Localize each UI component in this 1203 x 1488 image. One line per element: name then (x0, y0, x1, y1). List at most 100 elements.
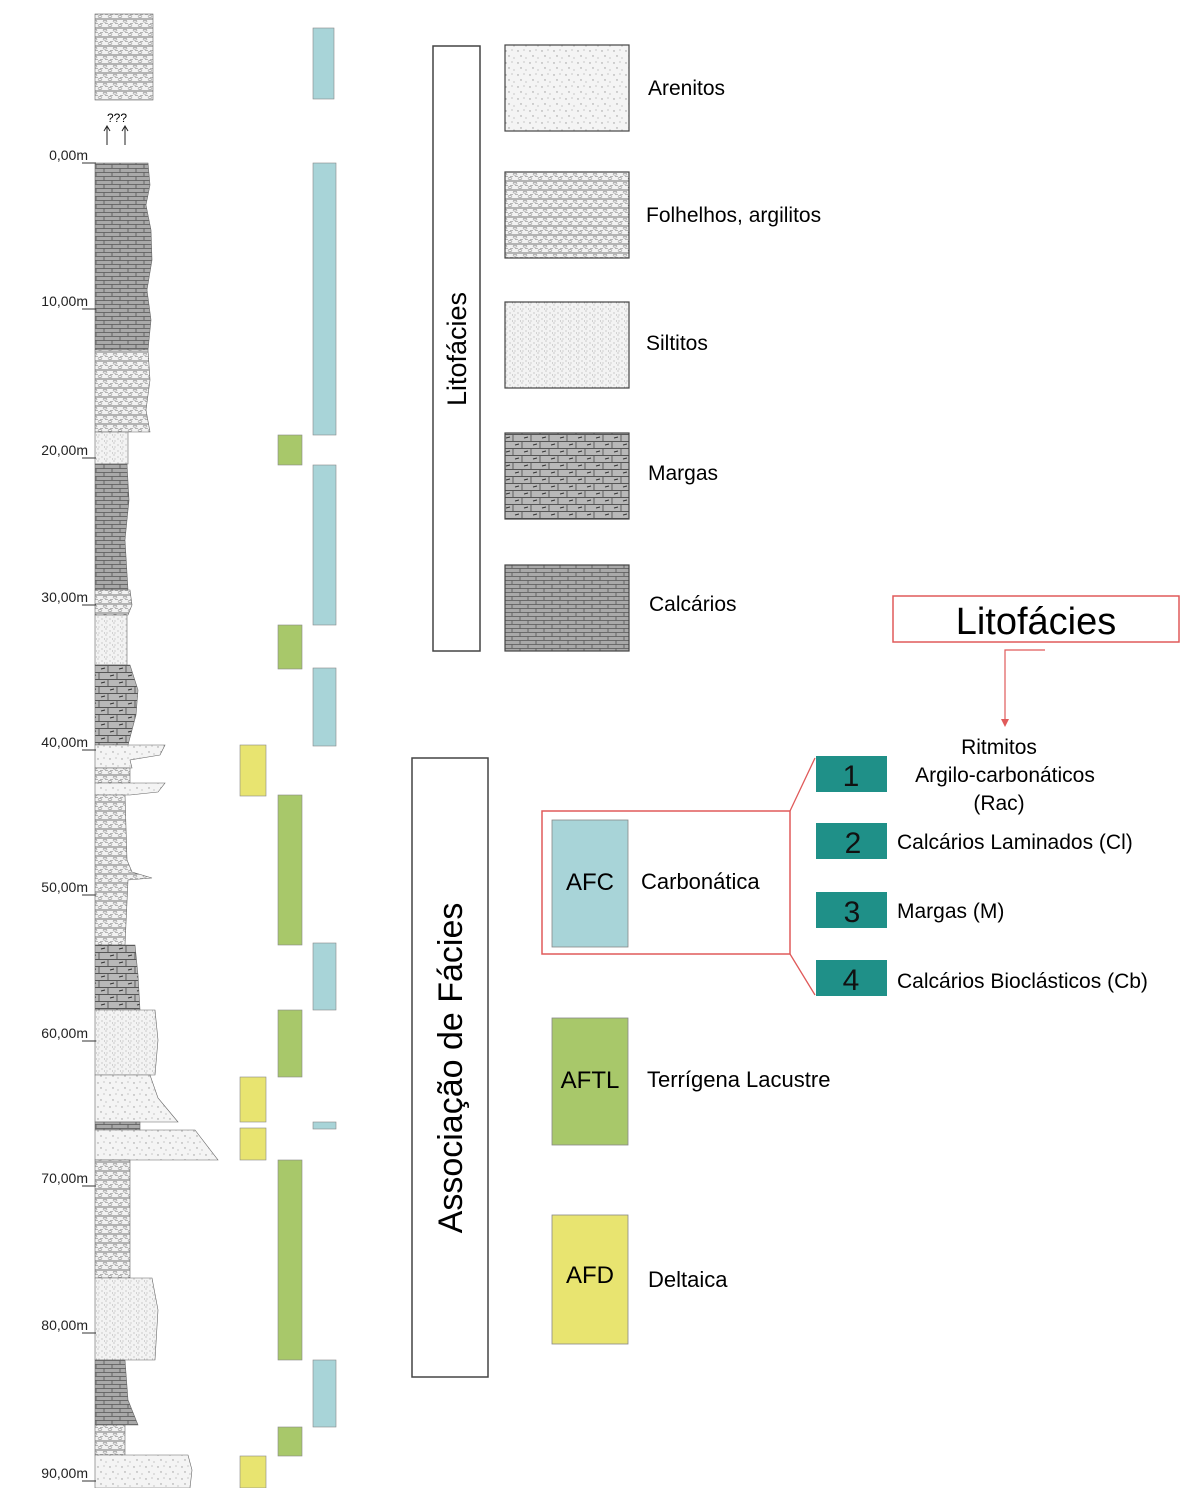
item-number-box (816, 823, 887, 859)
depth-scale: 0,00m 10,00m 20,00m 30,00m 40,00m 50,00m… (41, 147, 96, 1482)
column-unit-folhelho (94, 349, 151, 433)
item-label-line: Margas (M) (897, 900, 1004, 923)
item-label-line: Ritmitos (961, 736, 1037, 759)
column-unit-siltito (94, 614, 128, 666)
folhelho-swatch (504, 171, 630, 259)
aftl-bar (277, 1159, 303, 1361)
column-top-unit (94, 13, 154, 101)
depth-label: 10,00m (41, 293, 88, 309)
column-unit-folhelho (94, 767, 131, 784)
column-unit-arenito (94, 1129, 219, 1161)
afc-highlight-box (541, 810, 791, 955)
depth-label: 60,00m (41, 1025, 88, 1041)
stratigraphic-column: ??? 0,00m 10,00m 20,00m 30,00m (41, 13, 337, 1488)
column-unit-calcario (94, 162, 153, 351)
lithofacies-legend: Litofácies Arenitos Folhelhos, argilitos… (432, 44, 821, 652)
item-number: 2 (845, 827, 862, 860)
depth-label: 80,00m (41, 1317, 88, 1333)
marga-swatch (504, 432, 630, 520)
column-unit-marga (94, 944, 141, 1011)
callout-title-box (892, 595, 1180, 643)
item-number: 1 (843, 760, 860, 793)
lithofacies-title-box (432, 45, 481, 652)
afc-bar (312, 1121, 337, 1130)
afd-bar (239, 1455, 267, 1488)
aftl-bar (277, 434, 303, 466)
afd-bar (239, 744, 267, 797)
afd-code: AFD (566, 1262, 614, 1289)
association-bars (239, 27, 337, 1488)
item-number: 3 (844, 896, 861, 929)
lithofacies-label: Folhelhos, argilitos (646, 204, 821, 227)
column-unit-arenito (94, 1074, 179, 1123)
afd-swatch (551, 1214, 629, 1345)
siltito-swatch (504, 301, 630, 389)
aftl-name: Terrígena Lacustre (647, 1067, 830, 1092)
item-label-line: Calcários Bioclásticos (Cb) (897, 970, 1148, 993)
aftl-bar (277, 1426, 303, 1457)
depth-label: 20,00m (41, 442, 88, 458)
afd-name: Deltaica (648, 1267, 728, 1292)
item-number-box (816, 892, 887, 928)
column-unit-calcario (94, 463, 130, 591)
item-number-box (816, 960, 887, 996)
afc-swatch (551, 819, 629, 948)
column-unit-folhelho (94, 589, 133, 616)
column-unit-folhelho (94, 1424, 126, 1456)
association-legend: Associação de Fácies AFC Carbonática AFT… (411, 757, 830, 1378)
column-unit-calcario (94, 1359, 139, 1426)
item-label-line: Argilo-carbonáticos (915, 764, 1095, 787)
depth-label: 50,00m (41, 879, 88, 895)
aftl-code: AFTL (561, 1067, 620, 1094)
depth-label: 70,00m (41, 1170, 88, 1186)
lithofacies-label: Siltitos (646, 332, 708, 355)
callout-fan-lines (789, 757, 816, 996)
lithofacies-label: Arenitos (648, 77, 725, 100)
lithofacies-title: Litofácies (442, 292, 472, 406)
afc-bar (312, 1359, 337, 1428)
aftl-bar (277, 794, 303, 946)
callout-connector (1004, 649, 1045, 720)
calcario-swatch (504, 564, 630, 652)
callout-title: Litofácies (956, 601, 1117, 643)
lithofacies-callout: Litofácies 1 Ritmitos Argilo-carbonático… (789, 595, 1180, 997)
afc-bar (312, 464, 337, 626)
afd-bar (239, 1127, 267, 1161)
depth-label: 90,00m (41, 1465, 88, 1481)
afc-name: Carbonática (641, 869, 760, 894)
lithofacies-label: Margas (648, 462, 718, 485)
depth-label: 0,00m (49, 147, 88, 163)
arenito-swatch (504, 44, 630, 132)
aftl-swatch (551, 1017, 629, 1146)
afc-bar (312, 667, 337, 747)
item-number-box (816, 756, 887, 792)
depth-label: 30,00m (41, 589, 88, 605)
column-unit-arenito (94, 744, 166, 769)
afd-bar (239, 1076, 267, 1123)
item-label-line: (Rac) (973, 792, 1024, 815)
association-title-box (411, 757, 489, 1378)
up-arrows-icon (103, 125, 129, 145)
column-unit-arenito (94, 1454, 193, 1488)
column-unit-folhelho (94, 794, 153, 946)
unknown-interval-marker: ??? (107, 111, 127, 125)
column-unit-arenito (94, 782, 166, 796)
afc-bar (312, 162, 337, 436)
afc-code: AFC (566, 869, 614, 896)
item-number: 4 (843, 964, 860, 997)
column-unit-folhelho (94, 1159, 131, 1279)
column-unit-marga (94, 664, 139, 746)
item-label-line: Calcários Laminados (Cl) (897, 831, 1133, 854)
lithofacies-label: Calcários (649, 593, 737, 616)
column-unit-calcario (94, 1121, 141, 1131)
callout-arrow-icon (1001, 719, 1009, 727)
column-unit-siltito (94, 1009, 159, 1076)
association-title: Associação de Fácies (432, 903, 470, 1234)
afc-bar (312, 27, 335, 100)
aftl-bar (277, 1009, 303, 1078)
column-unit-siltito (94, 431, 129, 465)
depth-label: 40,00m (41, 734, 88, 750)
aftl-bar (277, 624, 303, 670)
afc-bar (312, 942, 337, 1011)
